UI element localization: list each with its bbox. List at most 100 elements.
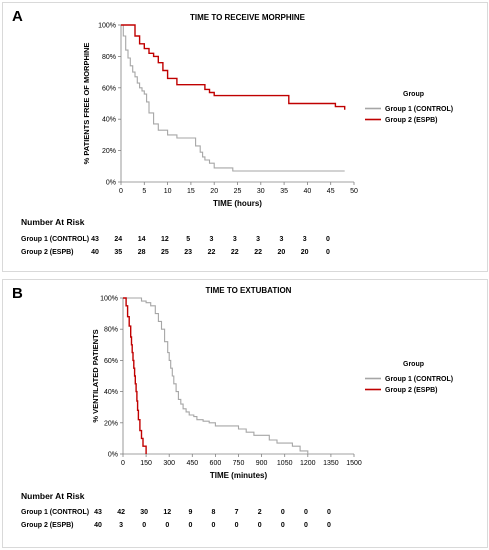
risk-value: 0 — [327, 522, 331, 529]
risk-value: 14 — [137, 236, 146, 243]
y-tick-label: 0% — [108, 452, 118, 459]
x-tick-label: 450 — [186, 460, 198, 467]
risk-value: 0 — [303, 509, 308, 516]
risk-value: 35 — [114, 249, 123, 256]
series-line-2 — [123, 297, 147, 454]
x-tick-label: 45 — [327, 188, 335, 195]
panel-a: A TIME TO RECEIVE MORPHINE 0 5 10 15 20 25 30 35… — [2, 2, 488, 272]
risk-value: 0 — [326, 249, 330, 256]
x-tick-label: 25 — [234, 188, 242, 195]
series-line-1 — [121, 24, 345, 172]
x-axis-label: TIME (hours) — [213, 199, 262, 208]
risk-value: 3 — [279, 236, 284, 243]
risk-value: 3 — [209, 236, 214, 243]
x-tick-label: 750 — [233, 460, 245, 467]
risk-value: 42 — [117, 509, 125, 516]
x-tick-label: 5 — [142, 188, 146, 195]
y-tick-label: 0% — [106, 180, 116, 187]
risk-value: 0 — [280, 522, 285, 529]
risk-table-title: Number At Risk — [21, 217, 85, 227]
risk-value: 7 — [234, 509, 239, 516]
x-tick-label: 40 — [304, 188, 312, 195]
x-tick-label: 300 — [163, 460, 175, 467]
risk-row-label: Group 1 (CONTROL) — [21, 236, 90, 243]
risk-row-label: Group 2 (ESPB) — [21, 249, 74, 256]
risk-value: 0 — [303, 522, 308, 529]
legend-title: Group — [403, 91, 424, 98]
risk-value: 2 — [257, 509, 262, 516]
x-axis-label: TIME (minutes) — [210, 471, 268, 480]
risk-row-label: Group 1 (CONTROL) — [21, 509, 90, 516]
risk-value: 28 — [137, 249, 146, 256]
risk-value: 0 — [326, 236, 330, 243]
y-tick-label: 40% — [102, 117, 116, 124]
risk-value: 40 — [94, 522, 102, 529]
risk-value: 0 — [165, 522, 170, 529]
x-tick-label: 1500 — [346, 460, 362, 467]
y-axis-label: % PATIENTS FREE OF MORPHINE — [82, 43, 91, 165]
x-tick-label: 15 — [187, 188, 195, 195]
risk-value: 40 — [91, 249, 99, 256]
risk-value: 3 — [256, 236, 261, 243]
panel-b: B TIME TO EXTUBATION 0 150 300 450 600 750 900 1… — [2, 279, 488, 548]
x-tick-label: 50 — [350, 188, 358, 195]
x-tick-label: 30 — [257, 188, 265, 195]
x-tick-label: 150 — [140, 460, 152, 467]
risk-value: 24 — [114, 236, 123, 243]
risk-value: 0 — [257, 522, 262, 529]
risk-value: 0 — [142, 522, 147, 529]
risk-value: 43 — [94, 509, 102, 516]
chart-a: TIME TO RECEIVE MORPHINE 0 5 10 15 20 25 30 35 40… — [82, 13, 453, 208]
x-tick-label: 1050 — [277, 460, 293, 467]
risk-value: 20 — [277, 249, 286, 256]
x-tick-label: 20 — [210, 188, 218, 195]
risk-value: 22 — [230, 249, 239, 256]
x-tick-label: 35 — [280, 188, 288, 195]
legend-label: Group 1 (CONTROL) — [385, 376, 453, 383]
y-tick-label: 80% — [104, 327, 118, 334]
y-tick-label: 20% — [102, 148, 116, 155]
risk-value: 0 — [280, 509, 285, 516]
risk-value: 0 — [188, 522, 193, 529]
risk-value: 9 — [188, 509, 193, 516]
panel-letter: A — [12, 8, 23, 25]
legend-title: Group — [403, 361, 424, 368]
risk-value: 8 — [211, 509, 216, 516]
y-tick-label: 60% — [104, 358, 118, 365]
risk-value: 20 — [300, 249, 309, 256]
y-tick-label: 20% — [104, 420, 118, 427]
y-tick-label: 80% — [102, 54, 116, 61]
risk-value: 3 — [119, 522, 124, 529]
y-axis-label: % VENTILATED PATIENTS — [91, 329, 100, 422]
legend-label: Group 2 (ESPB) — [385, 117, 438, 124]
risk-value: 30 — [140, 509, 149, 516]
legend-label: Group 2 (ESPB) — [385, 387, 438, 394]
risk-value: 3 — [302, 236, 307, 243]
risk-value: 22 — [254, 249, 262, 256]
risk-row-label: Group 2 (ESPB) — [21, 522, 74, 529]
chart-title: TIME TO EXTUBATION — [206, 286, 292, 295]
x-tick-label: 0 — [119, 188, 123, 195]
risk-value: 12 — [160, 236, 169, 243]
risk-table-title: Number At Risk — [21, 491, 85, 501]
risk-value: 0 — [211, 522, 216, 529]
y-tick-label: 40% — [104, 389, 118, 396]
series-line-1 — [123, 297, 309, 454]
risk-value: 43 — [91, 236, 99, 243]
x-tick-label: 10 — [164, 188, 172, 195]
risk-value: 22 — [207, 249, 216, 256]
series-line-2 — [121, 24, 346, 110]
y-tick-label: 100% — [98, 23, 116, 30]
y-tick-label: 100% — [100, 296, 118, 303]
x-tick-label: 600 — [210, 460, 222, 467]
x-tick-label: 0 — [121, 460, 125, 467]
panel-letter: B — [12, 285, 23, 302]
x-tick-label: 900 — [256, 460, 268, 467]
y-tick-label: 60% — [102, 85, 116, 92]
risk-value: 12 — [163, 509, 172, 516]
x-tick-label: 1200 — [300, 460, 316, 467]
legend-label: Group 1 (CONTROL) — [385, 106, 453, 113]
risk-value: 0 — [327, 509, 331, 516]
risk-value: 5 — [186, 236, 191, 243]
